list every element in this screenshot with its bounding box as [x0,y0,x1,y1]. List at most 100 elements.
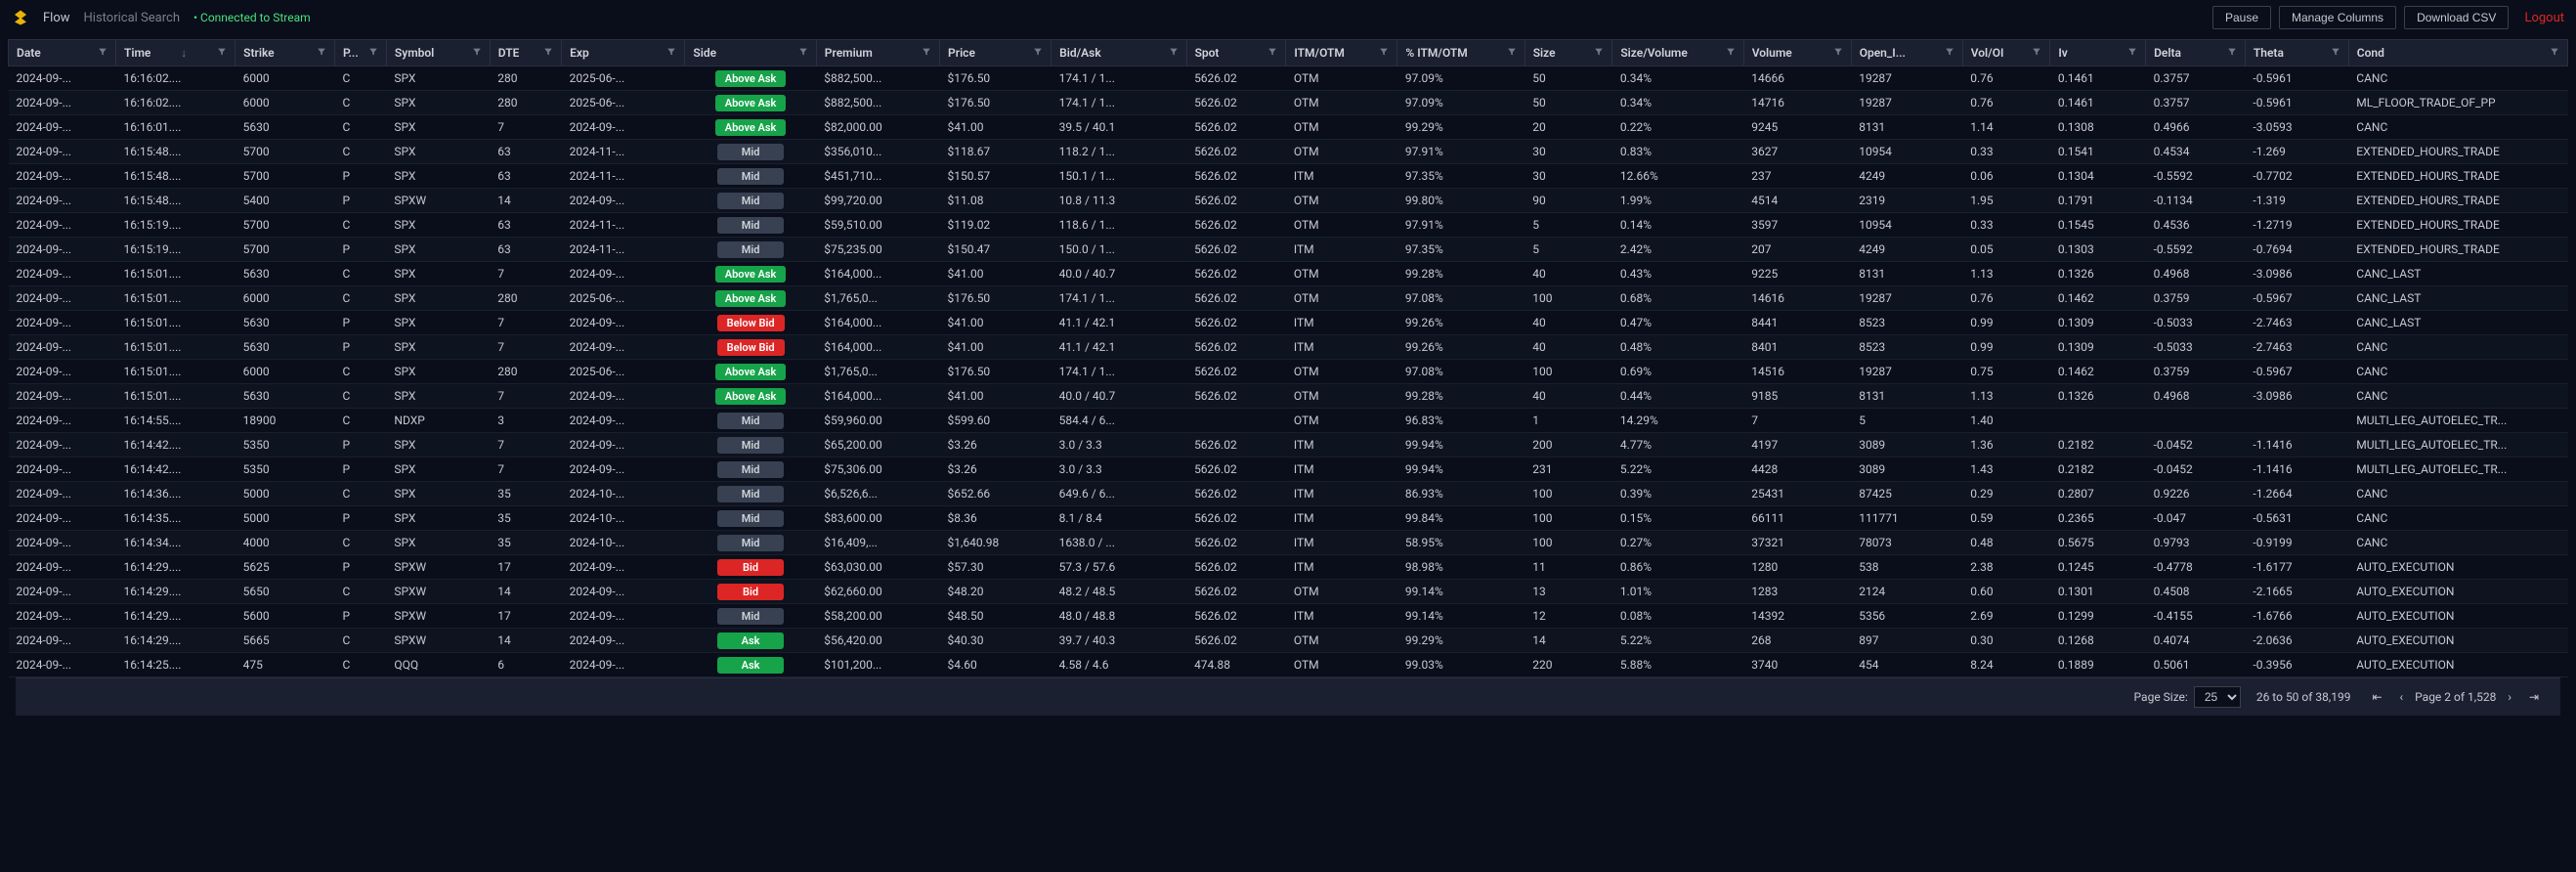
side-badge: Mid [717,461,784,478]
column-header-strike[interactable]: Strike [236,40,335,66]
column-header-date[interactable]: Date [9,40,116,66]
cell-iv: 0.2182 [2050,458,2146,482]
filter-icon[interactable] [543,46,553,60]
table-row[interactable]: 2024-09-...16:15:48....5700CSPX632024-11… [9,140,2568,164]
filter-icon[interactable] [1033,46,1043,60]
column-header-pc[interactable]: P... [334,40,386,66]
table-row[interactable]: 2024-09-...16:15:01....5630PSPX72024-09-… [9,311,2568,335]
table-row[interactable]: 2024-09-...16:14:29....5625PSPXW172024-0… [9,555,2568,580]
column-header-cond[interactable]: Cond [2348,40,2567,66]
table-row[interactable]: 2024-09-...16:14:29....5600PSPXW172024-0… [9,604,2568,629]
cell-voloi: 0.48 [1962,531,2050,555]
filter-icon[interactable] [1379,46,1389,60]
cell-dte: 35 [490,482,561,506]
cell-delta: 0.4508 [2146,580,2246,604]
cell-volume: 9245 [1743,115,1851,140]
cell-itmotm: OTM [1286,91,1397,115]
cell-size: 11 [1524,555,1612,580]
cell-iv: 0.1245 [2050,555,2146,580]
nav-flow[interactable]: Flow [43,11,70,25]
table-row[interactable]: 2024-09-...16:14:25....475CQQQ62024-09-.… [9,653,2568,677]
table-row[interactable]: 2024-09-...16:15:01....5630CSPX72024-09-… [9,384,2568,409]
column-header-spot[interactable]: Spot [1186,40,1286,66]
table-row[interactable]: 2024-09-...16:14:42....5350PSPX72024-09-… [9,458,2568,482]
table-row[interactable]: 2024-09-...16:15:01....5630PSPX72024-09-… [9,335,2568,360]
first-page-icon[interactable]: ⇤ [2366,690,2387,704]
filter-icon[interactable] [2331,46,2340,60]
column-header-pct[interactable]: % ITM/OTM [1397,40,1524,66]
column-header-theta[interactable]: Theta [2245,40,2348,66]
filter-icon[interactable] [922,46,931,60]
table-row[interactable]: 2024-09-...16:15:01....6000CSPX2802025-0… [9,360,2568,384]
cell-volume: 14716 [1743,91,1851,115]
column-header-volume[interactable]: Volume [1743,40,1851,66]
column-header-premium[interactable]: Premium [816,40,939,66]
options-flow-table: DateTime↓StrikeP...SymbolDTEExpSidePremi… [8,39,2568,677]
table-row[interactable]: 2024-09-...16:15:19....5700CSPX632024-11… [9,213,2568,238]
table-row[interactable]: 2024-09-...16:14:29....5665CSPXW142024-0… [9,629,2568,653]
cell-premium: $164,000... [816,262,939,286]
filter-icon[interactable] [2550,46,2559,60]
table-row[interactable]: 2024-09-...16:16:01....5630CSPX72024-09-… [9,115,2568,140]
filter-icon[interactable] [1594,46,1604,60]
table-row[interactable]: 2024-09-...16:14:36....5000CSPX352024-10… [9,482,2568,506]
cell-premium: $1,765,0... [816,360,939,384]
pause-button[interactable]: Pause [2212,6,2271,29]
table-row[interactable]: 2024-09-...16:15:19....5700PSPX632024-11… [9,238,2568,262]
filter-icon[interactable] [368,46,378,60]
filter-icon[interactable] [1267,46,1277,60]
table-row[interactable]: 2024-09-...16:14:34....4000CSPX352024-10… [9,531,2568,555]
side-badge: Mid [717,168,784,185]
logout-link[interactable]: Logout [2524,11,2564,25]
table-row[interactable]: 2024-09-...16:14:35....5000PSPX352024-10… [9,506,2568,531]
table-row[interactable]: 2024-09-...16:15:48....5400PSPXW142024-0… [9,189,2568,213]
column-header-delta[interactable]: Delta [2146,40,2246,66]
page-size-select[interactable]: 25 [2194,686,2241,708]
filter-icon[interactable] [1945,46,1954,60]
side-badge: Below Bid [717,339,785,356]
column-header-price[interactable]: Price [940,40,1052,66]
filter-icon[interactable] [98,46,107,60]
table-row[interactable]: 2024-09-...16:15:48....5700PSPX632024-11… [9,164,2568,189]
table-row[interactable]: 2024-09-...16:15:01....5630CSPX72024-09-… [9,262,2568,286]
column-header-iv[interactable]: Iv [2050,40,2146,66]
column-header-dte[interactable]: DTE [490,40,561,66]
table-row[interactable]: 2024-09-...16:14:42....5350PSPX72024-09-… [9,433,2568,458]
column-header-exp[interactable]: Exp [562,40,685,66]
column-header-sv[interactable]: Size/Volume [1612,40,1743,66]
filter-icon[interactable] [2127,46,2137,60]
column-header-oi[interactable]: Open_I... [1851,40,1962,66]
filter-icon[interactable] [317,46,326,60]
table-row[interactable]: 2024-09-...16:14:55....18900CNDXP32024-0… [9,409,2568,433]
filter-icon[interactable] [217,46,227,60]
filter-icon[interactable] [798,46,808,60]
column-header-voloi[interactable]: Vol/OI [1962,40,2050,66]
last-page-icon[interactable]: ⇥ [2523,690,2545,704]
column-header-symbol[interactable]: Symbol [386,40,490,66]
filter-icon[interactable] [666,46,676,60]
filter-icon[interactable] [1507,46,1517,60]
filter-icon[interactable] [1169,46,1179,60]
download-csv-button[interactable]: Download CSV [2404,6,2509,29]
manage-columns-button[interactable]: Manage Columns [2279,6,2396,29]
column-header-size[interactable]: Size [1524,40,1612,66]
column-header-bidask[interactable]: Bid/Ask [1052,40,1186,66]
filter-icon[interactable] [2032,46,2041,60]
nav-historical-search[interactable]: Historical Search [84,11,180,25]
filter-icon[interactable] [1833,46,1843,60]
column-header-itmotm[interactable]: ITM/OTM [1286,40,1397,66]
prev-page-icon[interactable]: ‹ [2394,690,2410,704]
filter-icon[interactable] [472,46,482,60]
table-row[interactable]: 2024-09-...16:14:29....5650CSPXW142024-0… [9,580,2568,604]
filter-icon[interactable] [1726,46,1736,60]
table-row[interactable]: 2024-09-...16:16:02....6000CSPX2802025-0… [9,66,2568,91]
table-row[interactable]: 2024-09-...16:16:02....6000CSPX2802025-0… [9,91,2568,115]
filter-icon[interactable] [2227,46,2237,60]
cell-sv: 0.22% [1612,115,1743,140]
table-row[interactable]: 2024-09-...16:15:01....6000CSPX2802025-0… [9,286,2568,311]
column-header-time[interactable]: Time↓ [115,40,235,66]
cell-itmotm: OTM [1286,115,1397,140]
column-header-side[interactable]: Side [685,40,816,66]
next-page-icon[interactable]: › [2502,690,2517,704]
cell-symbol: SPXW [386,604,490,629]
